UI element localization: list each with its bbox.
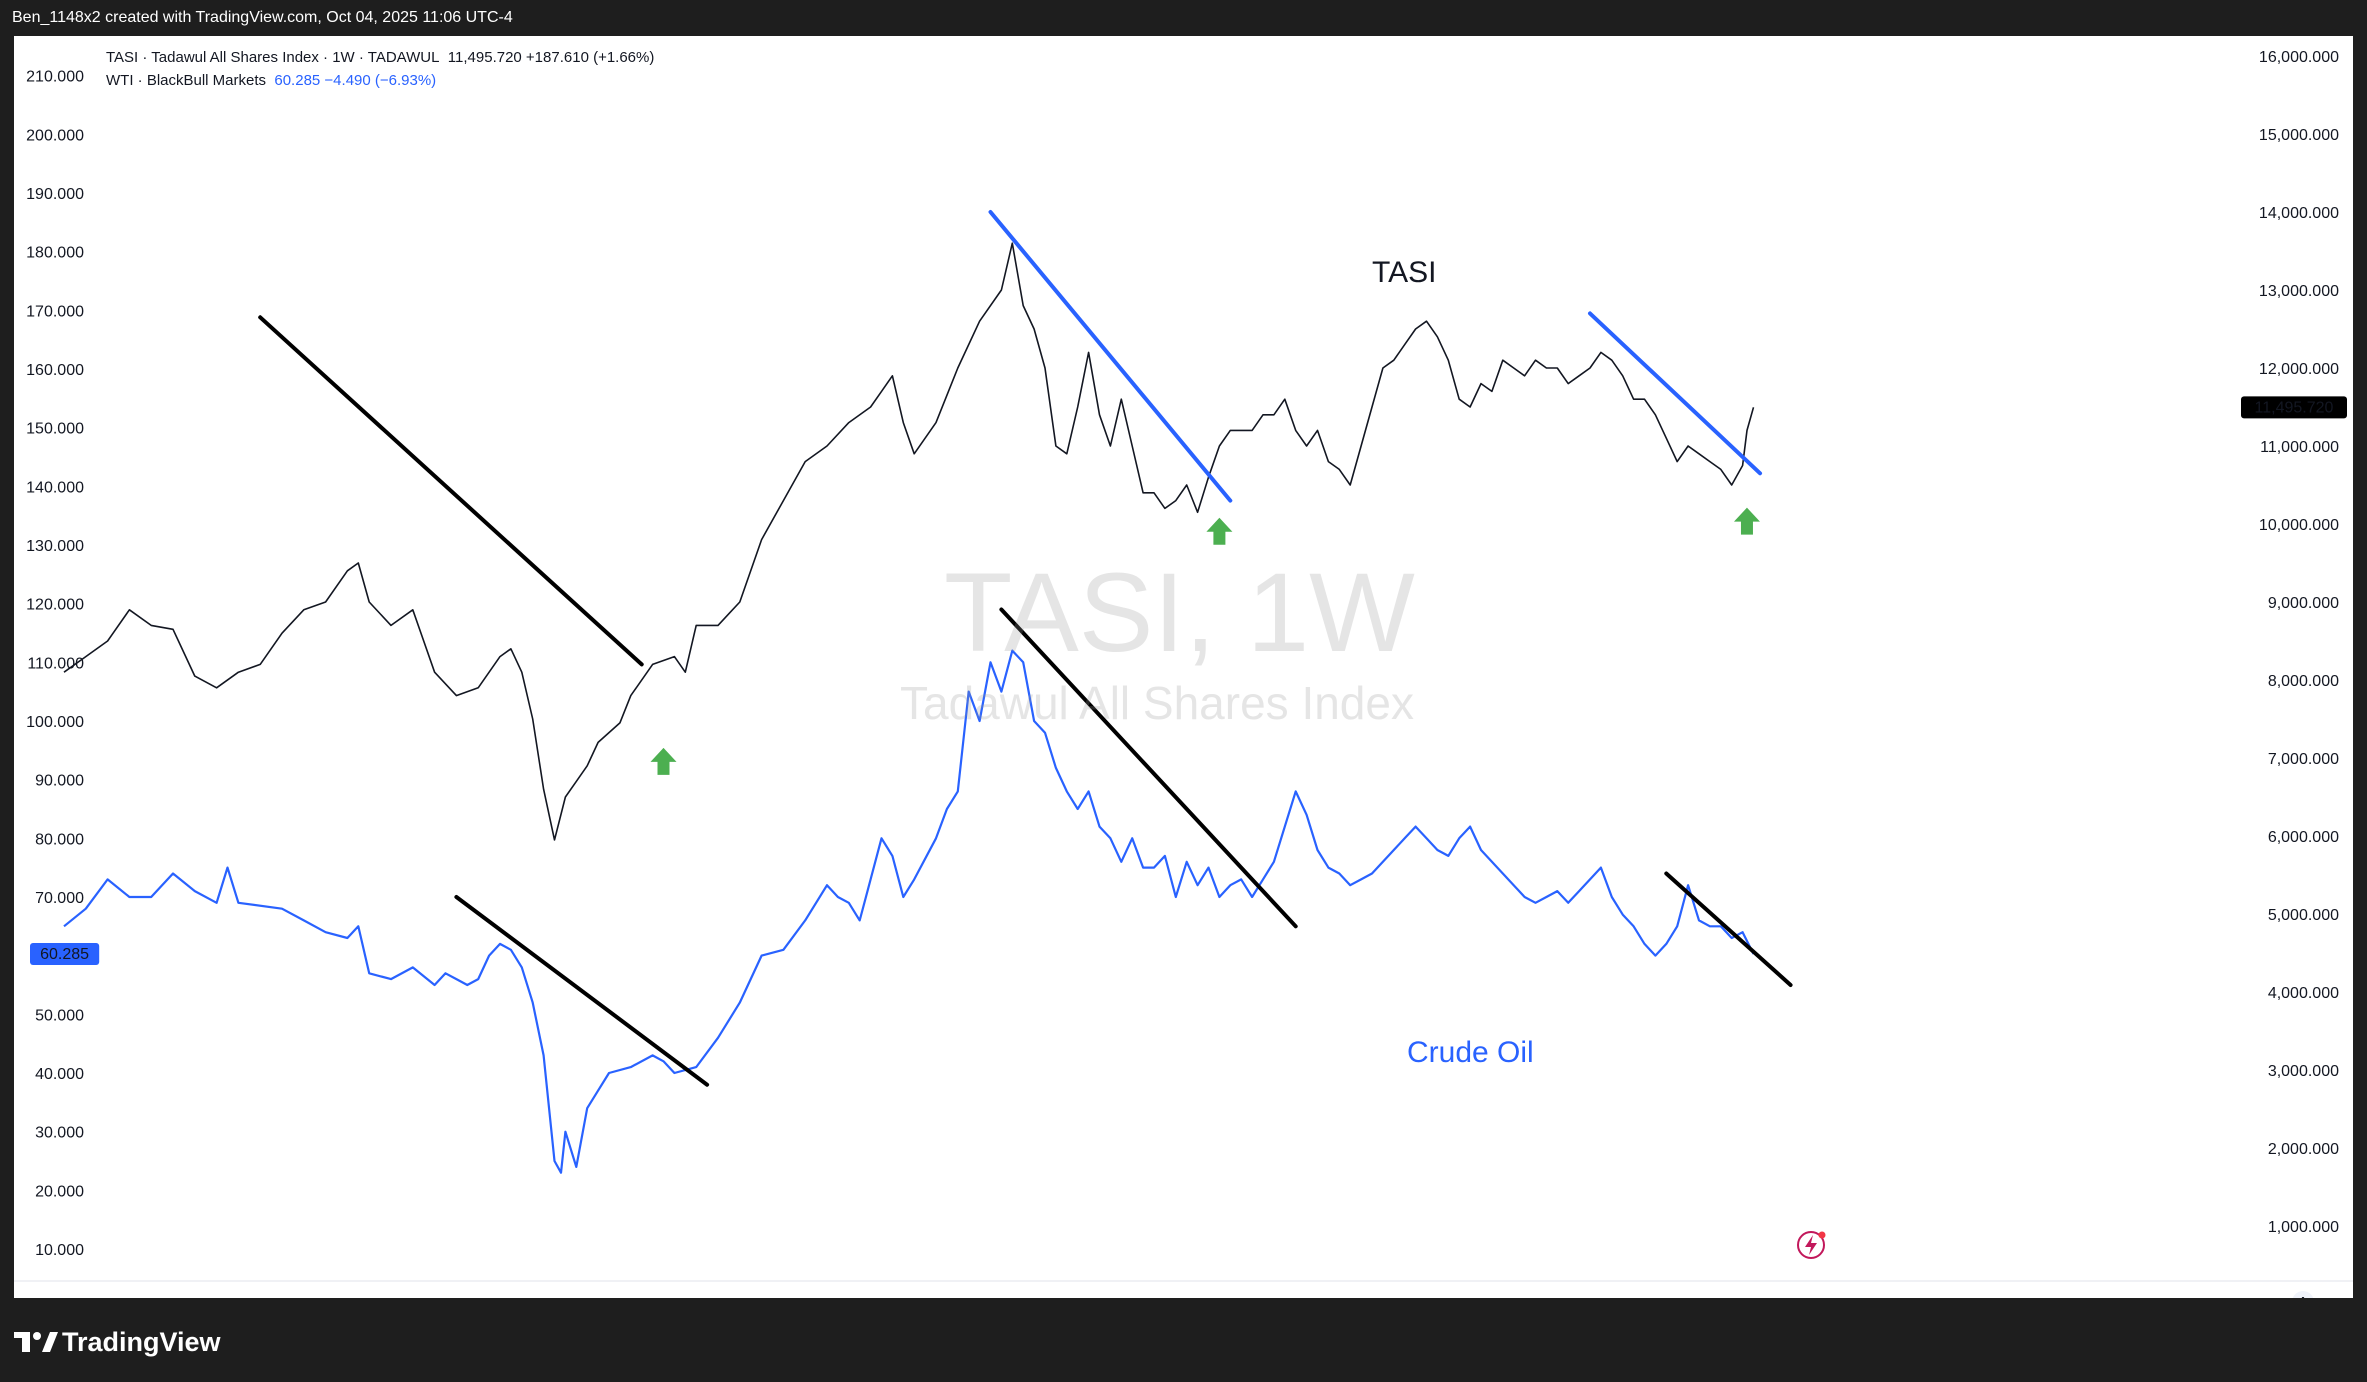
left-axis-tick-label: 140.000 <box>26 479 84 496</box>
legend-wti-values: 60.285 −4.490 (−6.93%) <box>274 72 437 89</box>
header-text: Ben_1148x2 created with TradingView.com,… <box>12 9 513 26</box>
right-axis-tick-label: 13,000.000 <box>2259 283 2339 300</box>
watermark-symbol: TASI, 1W <box>944 550 1415 675</box>
left-axis-tick-label: 150.000 <box>26 421 84 438</box>
wti-trendline-2019-2020[interactable] <box>454 894 710 1087</box>
wti-trendline-2022-2023[interactable] <box>999 607 1298 929</box>
left-axis-tick-label: 100.000 <box>26 714 84 731</box>
up-arrow-icon[interactable] <box>1733 507 1760 535</box>
tasi-series-line <box>63 242 1755 841</box>
left-axis-tick-label: 160.000 <box>26 362 84 379</box>
auto-scale-button-bg[interactable] <box>2292 1291 2314 1298</box>
tradingview-logo-icon <box>14 1332 58 1352</box>
left-axis-tick-label: 10.000 <box>35 1242 84 1259</box>
right-axis-tick-label: 14,000.000 <box>2259 205 2339 222</box>
legend-tasi-name: TASI · Tadawul All Shares Index · 1W · T… <box>106 49 440 66</box>
wti-series-line <box>63 649 1755 1174</box>
left-axis-tick-label: 90.000 <box>35 773 84 790</box>
right-axis-tick-label: 15,000.000 <box>2259 127 2339 144</box>
right-axis-tick-label: 16,000.000 <box>2259 49 2339 66</box>
chart-canvas[interactable]: 210.000 200.000 190.000 180.000 170.000 160.0… <box>14 36 2353 1298</box>
legend-tasi-row[interactable]: TASI · Tadawul All Shares Index · 1W · T… <box>106 46 654 69</box>
right-axis-tick-label: 6,000.000 <box>2268 829 2339 846</box>
left-axis-tick-label: 190.000 <box>26 186 84 203</box>
tradingview-logo-text: TradingView <box>62 1327 221 1357</box>
left-axis-tick-label: 40.000 <box>35 1066 84 1083</box>
left-axis-tick-label: 70.000 <box>35 890 84 907</box>
tasi-last-price-badge: 11,495.720 <box>2241 396 2347 419</box>
crude-oil-annotation: Crude Oil <box>1407 1036 1534 1069</box>
tasi-trendline-2019-2020[interactable] <box>258 315 644 667</box>
auto-scale-button[interactable]: A <box>2298 1295 2309 1298</box>
right-axis-tick-label: 9,000.000 <box>2268 595 2339 612</box>
up-arrow-icon[interactable] <box>650 747 677 775</box>
svg-text:11,495.720: 11,495.720 <box>2255 399 2334 416</box>
right-axis-tick-label: 12,000.000 <box>2259 361 2339 378</box>
left-axis-tick-label: 170.000 <box>26 303 84 320</box>
watermark-description: Tadawul All Shares Index <box>900 677 1414 729</box>
tasi-trendline-2025[interactable] <box>1588 311 1763 476</box>
left-axis-tick-label: 130.000 <box>26 538 84 555</box>
right-axis-tick-label: 3,000.000 <box>2268 1063 2339 1080</box>
left-axis-tick-label: 30.000 <box>35 1125 84 1142</box>
left-axis-tick-label: 80.000 <box>35 831 84 848</box>
left-axis-tick-label: 120.000 <box>26 597 84 614</box>
right-axis-tick-label: 5,000.000 <box>2268 907 2339 924</box>
left-axis-tick-label: 20.000 <box>35 1183 84 1200</box>
left-axis-tick-label: 180.000 <box>26 245 84 262</box>
legend: TASI · Tadawul All Shares Index · 1W · T… <box>106 46 654 92</box>
wti-last-price-badge: 60.285 <box>30 942 100 965</box>
left-axis-tick-label: 210.000 <box>26 69 84 86</box>
legend-tasi-values: 11,495.720 +187.610 (+1.66%) <box>447 49 655 66</box>
header-bar: Ben_1148x2 created with TradingView.com,… <box>0 0 2367 36</box>
right-axis-tick-label: 11,000.000 <box>2260 439 2339 456</box>
right-axis-tick-label: 10,000.000 <box>2259 517 2339 534</box>
up-arrow-icon[interactable] <box>1206 517 1233 545</box>
right-axis-tick-label: 7,000.000 <box>2268 751 2339 768</box>
left-axis-tick-label: 200.000 <box>26 127 84 144</box>
right-axis-tick-label: 8,000.000 <box>2268 673 2339 690</box>
svg-text:60.285: 60.285 <box>40 946 89 963</box>
right-axis-tick-label: 4,000.000 <box>2268 985 2339 1002</box>
right-axis-tick-label: 1,000.000 <box>2268 1219 2339 1236</box>
wti-trendline-2025[interactable] <box>1664 871 1793 987</box>
right-axis-tick-label: 2,000.000 <box>2268 1141 2339 1158</box>
tasi-trendline-2022-2023[interactable] <box>988 210 1233 503</box>
chart-panel[interactable]: 210.000 200.000 190.000 180.000 170.000 160.0… <box>14 36 2353 1298</box>
legend-wti-name: WTI · BlackBull Markets <box>106 72 267 89</box>
lightning-icon[interactable] <box>1797 1231 1826 1259</box>
legend-wti-row[interactable]: WTI · BlackBull Markets 60.285 −4.490 (−… <box>106 69 654 92</box>
left-axis-tick-label: 110.000 <box>27 655 84 672</box>
left-axis-tick-label: 50.000 <box>35 1007 84 1024</box>
axis-zoom-button[interactable]: Z <box>49 1296 59 1298</box>
tasi-annotation: TASI <box>1372 256 1437 289</box>
